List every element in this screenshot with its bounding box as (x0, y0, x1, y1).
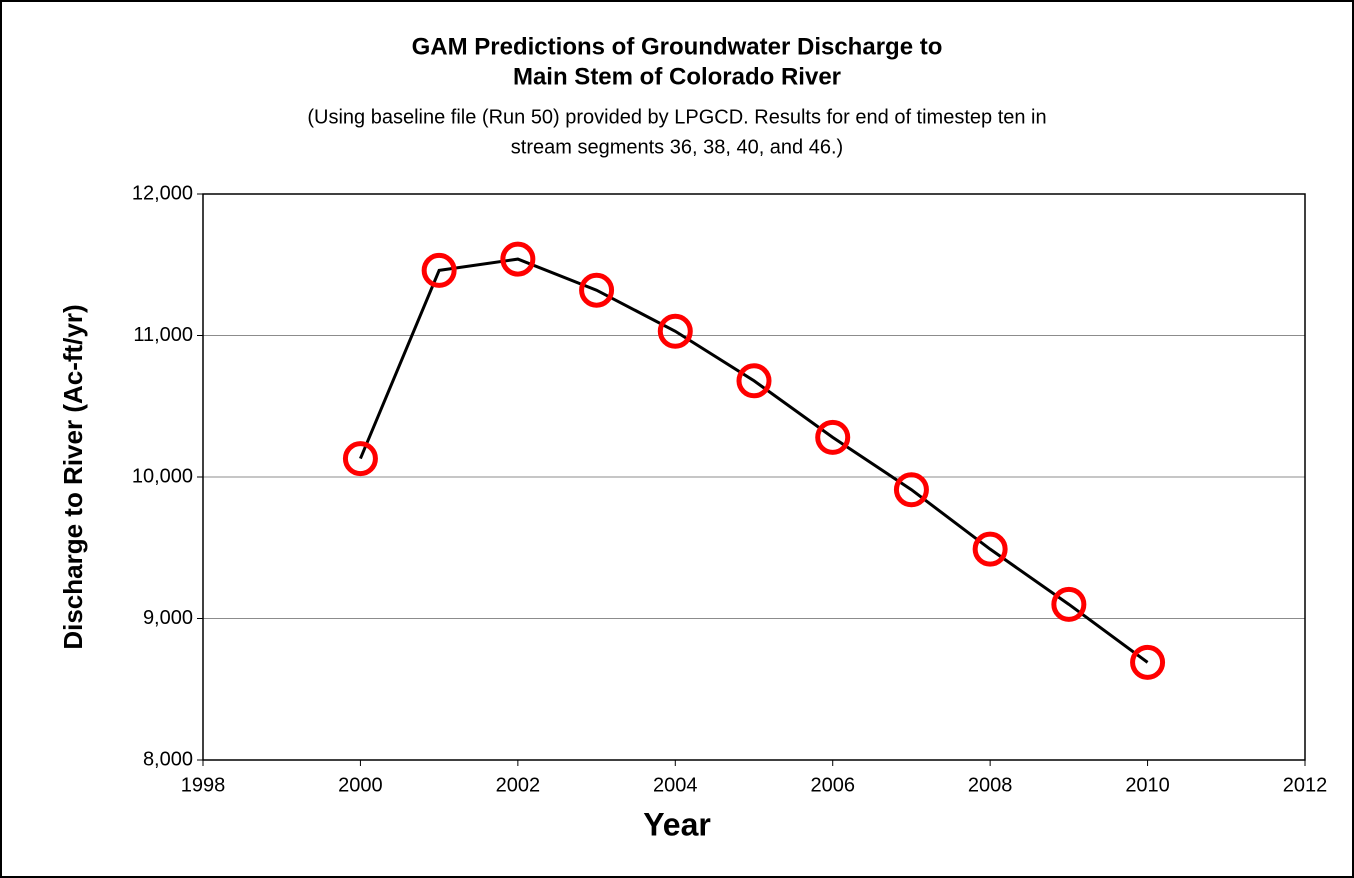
data-point (500, 241, 536, 277)
data-point (736, 363, 772, 399)
data-point (579, 272, 615, 308)
chart-title: GAM Predictions of Groundwater Discharge… (412, 33, 943, 60)
chart-title: Main Stem of Colorado River (513, 63, 841, 90)
x-tick-label: 2004 (653, 774, 698, 796)
x-tick-label: 1998 (181, 774, 226, 796)
data-point (1130, 644, 1166, 680)
x-tick-label: 2010 (1125, 774, 1170, 796)
y-tick-label: 10,000 (132, 465, 193, 487)
data-point (815, 419, 851, 455)
data-point (893, 472, 929, 508)
y-tick-label: 11,000 (133, 324, 193, 346)
series-line (359, 257, 1149, 664)
x-tick-label: 2006 (810, 774, 855, 796)
data-point (342, 441, 378, 477)
y-tick-label: 9,000 (143, 607, 193, 629)
data-point (421, 252, 457, 288)
plot-area (202, 193, 1306, 761)
data-point (972, 531, 1008, 567)
x-tick-label: 2012 (1283, 774, 1328, 796)
x-axis-label: Year (643, 806, 711, 842)
y-axis-label: Discharge to River (Ac-ft/yr) (58, 304, 88, 649)
data-point (1051, 586, 1087, 622)
y-tick-label: 8,000 (143, 748, 193, 770)
x-tick-label: 2008 (968, 774, 1013, 796)
y-tick-label: 12,000 (132, 182, 193, 204)
data-point (657, 313, 693, 349)
x-tick-label: 2002 (496, 774, 541, 796)
chart-subtitle: stream segments 36, 38, 40, and 46.) (511, 136, 843, 158)
chart-subtitle: (Using baseline file (Run 50) provided b… (307, 106, 1046, 128)
x-tick-label: 2000 (338, 774, 383, 796)
